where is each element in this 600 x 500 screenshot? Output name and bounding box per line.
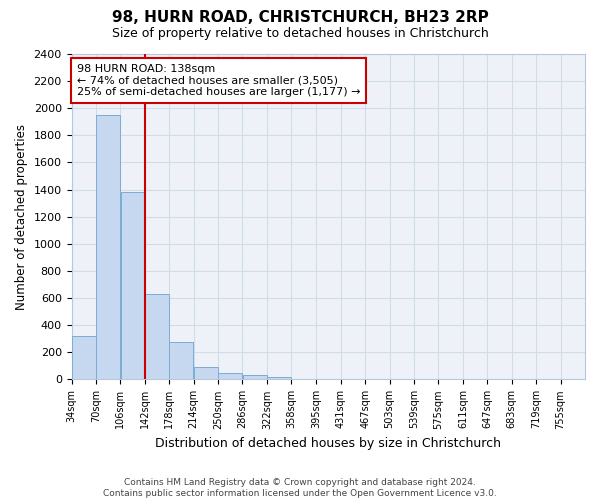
X-axis label: Distribution of detached houses by size in Christchurch: Distribution of detached houses by size … xyxy=(155,437,501,450)
Text: 98 HURN ROAD: 138sqm
← 74% of detached houses are smaller (3,505)
25% of semi-de: 98 HURN ROAD: 138sqm ← 74% of detached h… xyxy=(77,64,360,97)
Y-axis label: Number of detached properties: Number of detached properties xyxy=(15,124,28,310)
Bar xyxy=(218,374,242,380)
Bar xyxy=(96,115,120,380)
Text: 98, HURN ROAD, CHRISTCHURCH, BH23 2RP: 98, HURN ROAD, CHRISTCHURCH, BH23 2RP xyxy=(112,10,488,25)
Bar xyxy=(72,336,96,380)
Bar xyxy=(243,376,266,380)
Bar xyxy=(145,294,169,380)
Text: Contains HM Land Registry data © Crown copyright and database right 2024.
Contai: Contains HM Land Registry data © Crown c… xyxy=(103,478,497,498)
Bar xyxy=(194,366,218,380)
Bar xyxy=(267,376,291,380)
Bar xyxy=(121,192,145,380)
Text: Size of property relative to detached houses in Christchurch: Size of property relative to detached ho… xyxy=(112,28,488,40)
Bar xyxy=(169,342,193,380)
